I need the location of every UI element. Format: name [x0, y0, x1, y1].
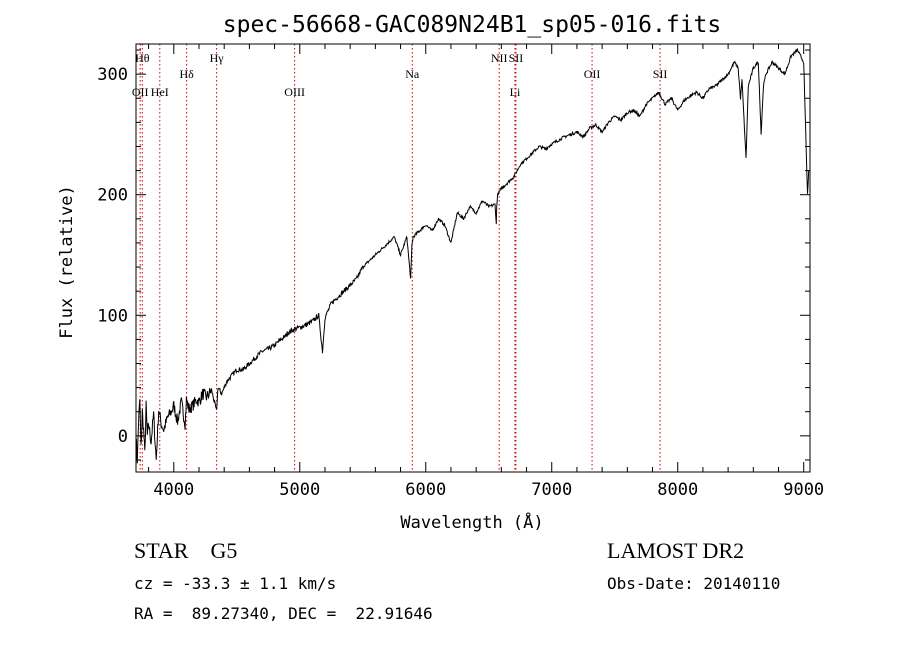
y-tick-label: 200	[97, 186, 128, 206]
line-label-oii: OII	[584, 67, 601, 81]
line-label-hei: HeI	[151, 85, 169, 99]
ra-dec-label: RA = 89.27340, DEC = 22.91646	[134, 604, 433, 623]
line-label-sii: SII	[653, 67, 668, 81]
x-tick-label: 8000	[657, 480, 698, 500]
line-label-nii: NII	[491, 51, 508, 65]
x-tick-label: 4000	[153, 480, 194, 500]
y-tick-label: 0	[118, 427, 128, 447]
spectrum-chart: spec-56668-GAC089N24B1_sp05-016.fits Hθ O…	[57, 12, 824, 533]
line-label-hγ: Hγ	[210, 51, 225, 65]
x-tick-label: 7000	[531, 480, 572, 500]
line-label-na: Na	[405, 67, 420, 81]
line-label-sii: SII	[509, 51, 524, 65]
line-label-hδ: Hδ	[179, 67, 194, 81]
redshift-label: cz = -33.3 ± 1.1 km/s	[134, 574, 337, 593]
plot-frame	[135, 43, 811, 473]
x-axis-label: Wavelength (Å)	[400, 511, 543, 533]
object-class-label: STAR G5	[134, 538, 238, 563]
line-label-li: Li	[510, 85, 521, 99]
y-tick-label: 300	[97, 65, 128, 85]
x-tick-label: 5000	[279, 480, 320, 500]
y-axis-label: Flux (relative)	[57, 185, 77, 339]
line-label-oiii: OIII	[284, 85, 305, 99]
spectrum-series-line	[135, 47, 810, 464]
line-label-oii: OII	[132, 85, 149, 99]
chart-title: spec-56668-GAC089N24B1_sp05-016.fits	[223, 12, 722, 38]
obs-date-label: Obs-Date: 20140110	[607, 574, 781, 593]
line-label-hθ: Hθ	[135, 51, 150, 65]
x-tick-label: 9000	[783, 480, 824, 500]
x-tick-label: 6000	[405, 480, 446, 500]
y-tick-label: 100	[97, 306, 128, 326]
survey-label: LAMOST DR2	[607, 538, 745, 563]
